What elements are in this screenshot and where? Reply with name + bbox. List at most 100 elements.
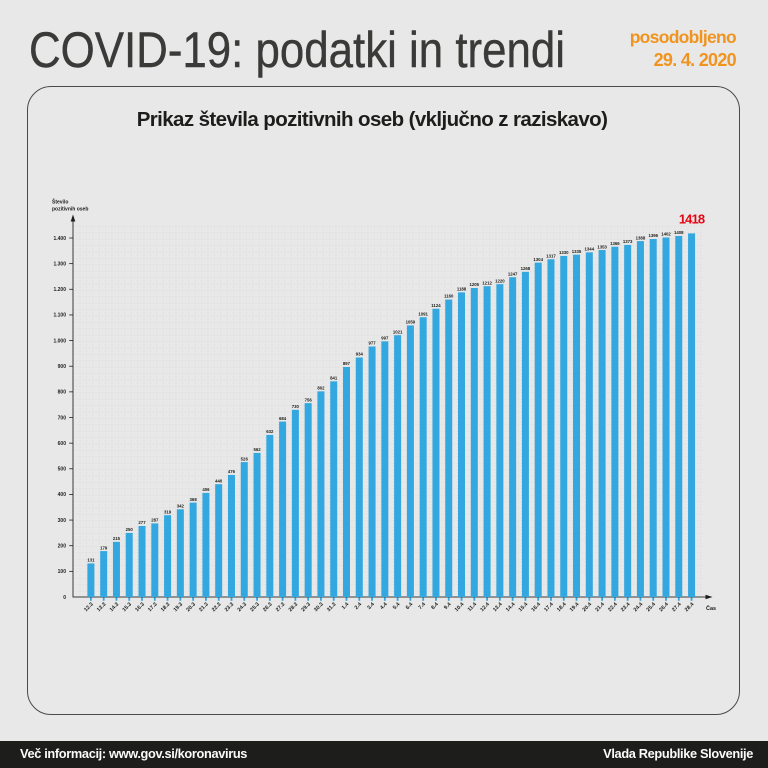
svg-text:17.4: 17.4 <box>543 602 555 614</box>
svg-text:21.4: 21.4 <box>594 602 606 614</box>
svg-text:1.200: 1.200 <box>53 287 66 293</box>
svg-text:1091: 1091 <box>418 311 428 316</box>
svg-text:500: 500 <box>58 467 67 473</box>
svg-text:368: 368 <box>190 497 198 502</box>
svg-text:1059: 1059 <box>406 320 416 325</box>
svg-text:18.4: 18.4 <box>556 602 568 614</box>
svg-text:1.100: 1.100 <box>53 313 66 319</box>
svg-text:Število: Število <box>52 198 68 206</box>
svg-text:26.4: 26.4 <box>658 602 670 614</box>
svg-text:476: 476 <box>228 469 236 474</box>
svg-text:13.4: 13.4 <box>492 602 504 614</box>
svg-text:26.3: 26.3 <box>262 602 274 614</box>
svg-text:1388: 1388 <box>636 235 646 240</box>
svg-text:1335: 1335 <box>572 249 582 254</box>
svg-text:21.3: 21.3 <box>198 602 210 614</box>
svg-text:16.3: 16.3 <box>134 602 146 614</box>
svg-text:25.4: 25.4 <box>645 602 657 614</box>
svg-text:23.4: 23.4 <box>620 602 632 614</box>
svg-text:29.3: 29.3 <box>300 602 312 614</box>
svg-text:10.4: 10.4 <box>454 602 466 614</box>
svg-text:2.4: 2.4 <box>354 602 363 611</box>
svg-text:897: 897 <box>343 361 351 366</box>
svg-text:31.3: 31.3 <box>326 602 338 614</box>
svg-text:9.4: 9.4 <box>443 602 452 611</box>
svg-text:1408: 1408 <box>674 230 684 235</box>
svg-text:287: 287 <box>151 518 159 523</box>
svg-text:12.4: 12.4 <box>479 602 491 614</box>
svg-text:1124: 1124 <box>431 303 441 308</box>
svg-text:1021: 1021 <box>393 329 403 334</box>
svg-text:700: 700 <box>58 415 67 421</box>
svg-text:3.4: 3.4 <box>366 602 375 611</box>
svg-text:6.4: 6.4 <box>405 602 414 611</box>
svg-text:977: 977 <box>368 341 376 346</box>
svg-text:7.4: 7.4 <box>418 602 427 611</box>
svg-text:632: 632 <box>266 429 274 434</box>
svg-text:1330: 1330 <box>559 250 569 255</box>
svg-text:1396: 1396 <box>648 233 658 238</box>
svg-text:5.4: 5.4 <box>392 602 401 611</box>
svg-text:1205: 1205 <box>470 282 480 287</box>
svg-text:934: 934 <box>356 352 364 357</box>
svg-text:1.300: 1.300 <box>53 261 66 267</box>
svg-text:600: 600 <box>58 441 67 447</box>
svg-text:24.4: 24.4 <box>633 602 645 614</box>
svg-text:16.4: 16.4 <box>530 602 542 614</box>
svg-text:440: 440 <box>215 478 223 483</box>
svg-text:1188: 1188 <box>457 287 467 292</box>
svg-text:28.4: 28.4 <box>684 602 696 614</box>
svg-text:20.4: 20.4 <box>582 602 594 614</box>
svg-text:802: 802 <box>317 386 325 391</box>
svg-text:400: 400 <box>58 492 67 498</box>
svg-text:Čas: Čas <box>706 605 716 612</box>
svg-text:27.3: 27.3 <box>275 602 287 614</box>
svg-text:18.3: 18.3 <box>160 602 172 614</box>
svg-text:730: 730 <box>292 404 300 409</box>
svg-text:1160: 1160 <box>444 294 454 299</box>
svg-text:22.4: 22.4 <box>607 602 619 614</box>
svg-text:30.3: 30.3 <box>313 602 325 614</box>
svg-text:19.3: 19.3 <box>173 602 185 614</box>
svg-text:8.4: 8.4 <box>430 602 439 611</box>
svg-text:1220: 1220 <box>495 278 505 283</box>
svg-text:100: 100 <box>58 569 67 575</box>
svg-text:20.3: 20.3 <box>185 602 197 614</box>
svg-text:1247: 1247 <box>508 271 518 276</box>
svg-text:1373: 1373 <box>623 239 633 244</box>
svg-text:684: 684 <box>279 416 287 421</box>
svg-text:11.4: 11.4 <box>467 602 478 613</box>
svg-text:28.3: 28.3 <box>288 602 300 614</box>
svg-text:24.3: 24.3 <box>237 602 249 614</box>
svg-text:1268: 1268 <box>521 266 531 271</box>
svg-text:1.4: 1.4 <box>341 602 350 611</box>
svg-text:1317: 1317 <box>546 253 556 258</box>
svg-text:27.4: 27.4 <box>671 602 683 614</box>
svg-text:277: 277 <box>138 520 146 525</box>
svg-text:1418: 1418 <box>679 212 705 227</box>
svg-text:1344: 1344 <box>585 247 595 252</box>
svg-text:14.4: 14.4 <box>505 602 517 614</box>
svg-text:0: 0 <box>63 595 66 601</box>
svg-text:250: 250 <box>126 527 134 532</box>
svg-text:900: 900 <box>58 364 67 370</box>
svg-text:319: 319 <box>164 509 172 514</box>
svg-text:12.3: 12.3 <box>83 602 95 614</box>
svg-text:15.3: 15.3 <box>122 602 134 614</box>
svg-text:1366: 1366 <box>610 241 620 246</box>
svg-text:25.3: 25.3 <box>249 602 261 614</box>
svg-text:17.3: 17.3 <box>147 602 159 614</box>
svg-text:756: 756 <box>305 397 313 402</box>
svg-text:406: 406 <box>202 487 210 492</box>
svg-text:1353: 1353 <box>597 244 607 249</box>
svg-text:1402: 1402 <box>661 232 671 237</box>
svg-text:19.4: 19.4 <box>569 602 581 614</box>
svg-text:215: 215 <box>113 536 121 541</box>
svg-text:997: 997 <box>381 336 389 341</box>
svg-text:23.3: 23.3 <box>224 602 236 614</box>
svg-text:342: 342 <box>177 504 185 509</box>
svg-text:841: 841 <box>330 376 338 381</box>
svg-text:131: 131 <box>87 558 95 563</box>
svg-text:1.000: 1.000 <box>53 338 66 344</box>
svg-text:1.400: 1.400 <box>53 236 66 242</box>
